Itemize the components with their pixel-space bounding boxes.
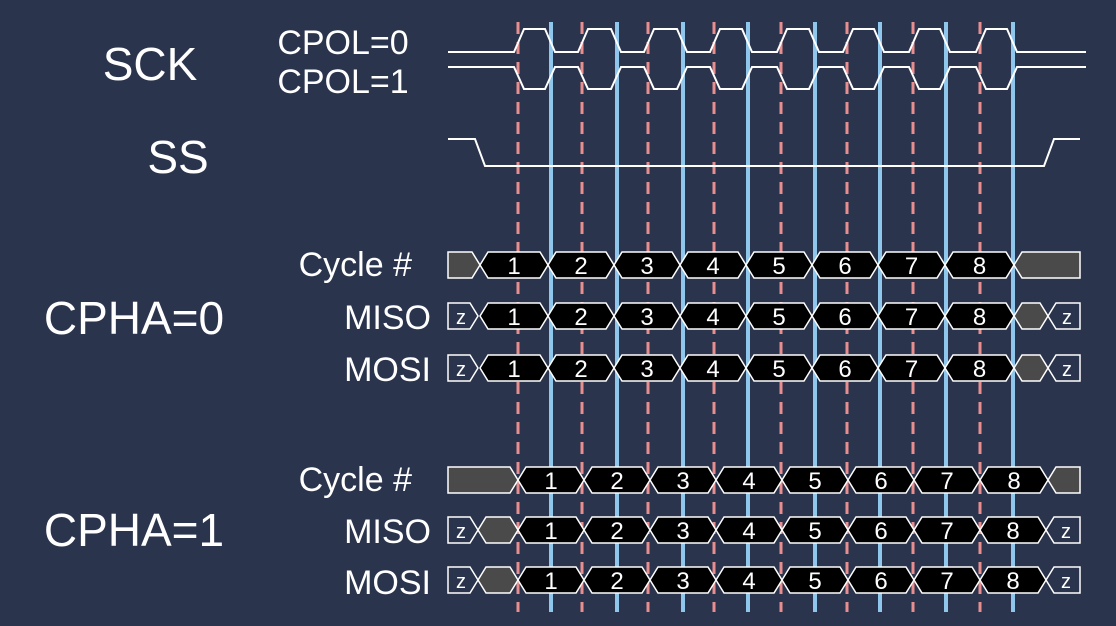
cpha1-mosi-lead-hiz-cell xyxy=(447,566,479,594)
cpha1-mosi-cell-text-3: 3 xyxy=(676,568,689,595)
cpha0-mosi-cell-text-5: 5 xyxy=(772,356,785,383)
cpha1-cycle-cell-text-1: 1 xyxy=(544,468,557,495)
cpha1-label: CPHA=1 xyxy=(44,504,224,556)
cpha1-mosi-cell-text-2: 2 xyxy=(610,568,623,595)
cpha0-miso-tail-hiz-cell xyxy=(1047,302,1081,330)
cpha1-mosi-cell-text-4: 4 xyxy=(742,568,755,595)
cpha0-miso-lead-hiz-text: z xyxy=(456,307,466,329)
cpha0-cycle-cell-text-3: 3 xyxy=(640,253,653,280)
cpha1-miso-cell-text-6: 6 xyxy=(874,518,887,545)
cpha1-mosi-label: MOSI xyxy=(344,564,431,602)
cpha0-mosi-tail-idle xyxy=(1013,354,1049,382)
cpha1-cycle-cell-text-6: 6 xyxy=(874,468,887,495)
cpha1-mosi-tail-hiz-text: z xyxy=(1061,571,1071,593)
cpha0-mosi-label: MOSI xyxy=(344,351,431,389)
cpha1-mosi-cell-text-7: 7 xyxy=(940,568,953,595)
cpha1-mosi-cell-text-8: 8 xyxy=(1006,568,1019,595)
cpha1-mosi-cell-text-6: 6 xyxy=(874,568,887,595)
sck-waveforms xyxy=(448,28,1086,90)
cpha1-cycle-tail-idle xyxy=(1047,466,1081,494)
cpha0-miso-tail-hiz-text: z xyxy=(1062,307,1072,329)
cpha0-mosi-tail-hiz-cell xyxy=(1047,354,1081,382)
cpha1-mosi-cell-text-1: 1 xyxy=(544,568,557,595)
sck-label: SCK xyxy=(103,38,198,90)
cpha1-miso-cell-text-1: 1 xyxy=(544,518,557,545)
cpha0-mosi-cell-text-8: 8 xyxy=(973,356,986,383)
cpha0-mosi-cell-text-3: 3 xyxy=(640,356,653,383)
cpha1-miso-cell-text-2: 2 xyxy=(610,518,623,545)
cpha0-timing-rows: 1 2 3 4 5 6 7 8 z 1 2 3 4 5 6 7 8 z z 1 2 3 4 5 6 7 8 z xyxy=(447,251,1081,383)
cpha1-miso-tail-hiz-text: z xyxy=(1061,521,1071,543)
ss-waveform xyxy=(448,138,1080,167)
cpha1-miso-lead-idle xyxy=(477,516,519,544)
cpha1-miso-label: MISO xyxy=(344,513,431,551)
cpha0-miso-cell-text-2: 2 xyxy=(574,304,587,331)
cpha0-miso-cell-text-8: 8 xyxy=(973,304,986,331)
cpha0-mosi-cell-text-7: 7 xyxy=(905,356,918,383)
cpha1-miso-lead-hiz-text: z xyxy=(456,521,466,543)
cpha0-cycle-lead-idle xyxy=(447,251,481,279)
cpha1-miso-cell-text-5: 5 xyxy=(808,518,821,545)
cpha1-miso-cell-text-4: 4 xyxy=(742,518,755,545)
cpha1-cycle-cell-text-2: 2 xyxy=(610,468,623,495)
cpha0-mosi-lead-hiz-text: z xyxy=(456,359,466,381)
cpha1-cycle-label: Cycle # xyxy=(299,461,412,499)
cpha1-mosi-tail-hiz-cell xyxy=(1045,566,1081,594)
cpha0-cycle-cell-text-2: 2 xyxy=(574,253,587,280)
cpha1-cycle-cell-text-7: 7 xyxy=(940,468,953,495)
cpha1-mosi-lead-idle xyxy=(477,566,519,594)
cpha0-cycle-cell-text-8: 8 xyxy=(973,253,986,280)
cpha0-label: CPHA=0 xyxy=(44,292,224,344)
cpha0-cycle-cell-text-1: 1 xyxy=(507,253,520,280)
cpha1-cycle-cell-text-3: 3 xyxy=(676,468,689,495)
cpha1-cycle-cell-text-4: 4 xyxy=(742,468,755,495)
cpha1-cycle-cell-text-8: 8 xyxy=(1007,468,1020,495)
cpha0-cycle-cell-text-5: 5 xyxy=(772,253,785,280)
cpha0-miso-cell-text-4: 4 xyxy=(706,304,719,331)
cpha0-cycle-tail-idle xyxy=(1013,251,1081,279)
cpha1-timing-rows: 1 2 3 4 5 6 7 8 z 1 2 3 4 5 6 7 8 z z 1 2 3 4 5 6 7 8 z xyxy=(447,466,1081,595)
cpha0-miso-cell-text-3: 3 xyxy=(640,304,653,331)
cpha1-miso-cell-text-8: 8 xyxy=(1006,518,1019,545)
cpha0-cycle-cell-text-7: 7 xyxy=(905,253,918,280)
cpol1-label: CPOL=1 xyxy=(277,63,408,101)
cpha0-miso-label: MISO xyxy=(344,299,431,337)
cpha1-miso-cell-text-3: 3 xyxy=(676,518,689,545)
cpha0-mosi-cell-text-2: 2 xyxy=(574,356,587,383)
cpha1-miso-tail-hiz-cell xyxy=(1045,516,1081,544)
cpha0-miso-tail-idle xyxy=(1013,302,1049,330)
cpha0-mosi-cell-text-1: 1 xyxy=(507,356,520,383)
cpha0-mosi-tail-hiz-text: z xyxy=(1062,359,1072,381)
cpha0-cycle-cell-text-4: 4 xyxy=(706,253,719,280)
cpha0-miso-cell-text-6: 6 xyxy=(838,304,851,331)
cpha1-miso-cell-text-7: 7 xyxy=(940,518,953,545)
cpha0-miso-cell-text-5: 5 xyxy=(772,304,785,331)
cpha1-miso-lead-hiz-cell xyxy=(447,516,479,544)
cpha0-miso-lead-hiz-cell xyxy=(447,302,479,330)
cpha0-cycle-label: Cycle # xyxy=(299,246,412,284)
ss-label: SS xyxy=(147,131,208,183)
cpha0-mosi-lead-hiz-cell xyxy=(447,354,479,382)
cpha0-mosi-cell-text-4: 4 xyxy=(706,356,719,383)
cpha0-miso-cell-text-7: 7 xyxy=(905,304,918,331)
sck-cpol1-wave xyxy=(448,66,1086,90)
cpol0-label: CPOL=0 xyxy=(277,24,408,62)
cpha1-mosi-cell-text-5: 5 xyxy=(808,568,821,595)
cpha0-miso-cell-text-1: 1 xyxy=(507,304,520,331)
cpha1-cycle-cell-text-5: 5 xyxy=(808,468,821,495)
cpha0-mosi-cell-text-6: 6 xyxy=(838,356,851,383)
cpha0-cycle-cell-text-6: 6 xyxy=(838,253,851,280)
sck-cpol0-wave xyxy=(448,28,1086,53)
cpha1-mosi-lead-hiz-text: z xyxy=(456,571,466,593)
cpha1-cycle-lead-idle xyxy=(447,466,519,494)
